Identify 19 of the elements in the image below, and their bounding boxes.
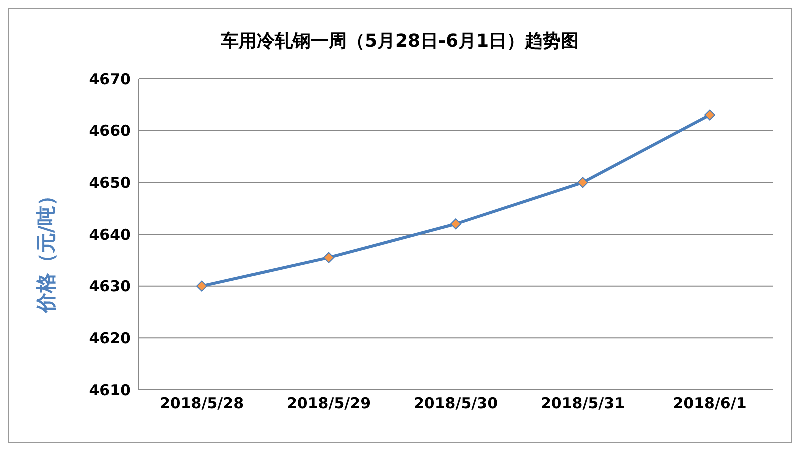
x-tick-label: 2018/5/29 xyxy=(286,394,372,413)
point xyxy=(196,280,208,292)
x-tick-label: 2018/5/31 xyxy=(540,394,626,413)
chart-title: 车用冷轧钢一周（5月28日-6月1日）趋势图 xyxy=(220,30,580,53)
y-axis-title: 价格（元/吨） xyxy=(34,185,60,313)
y-tick-label: 4660 xyxy=(89,122,131,140)
point xyxy=(450,218,462,230)
point xyxy=(324,252,334,264)
y-tick-label: 4620 xyxy=(89,329,131,348)
point xyxy=(578,177,588,188)
x-tick-label: 2018/5/30 xyxy=(414,394,498,413)
y-tick-label: 4670 xyxy=(89,70,131,88)
y-tick-label: 4630 xyxy=(89,278,131,296)
y-tick-label: 4640 xyxy=(89,226,131,244)
y-tick-label: 4610 xyxy=(89,381,131,400)
x-tick-label: 2018/6/1 xyxy=(673,394,747,413)
x-tick-label: 2018/5/28 xyxy=(160,394,244,413)
point xyxy=(704,110,716,121)
y-tick-label: 4650 xyxy=(89,174,131,192)
